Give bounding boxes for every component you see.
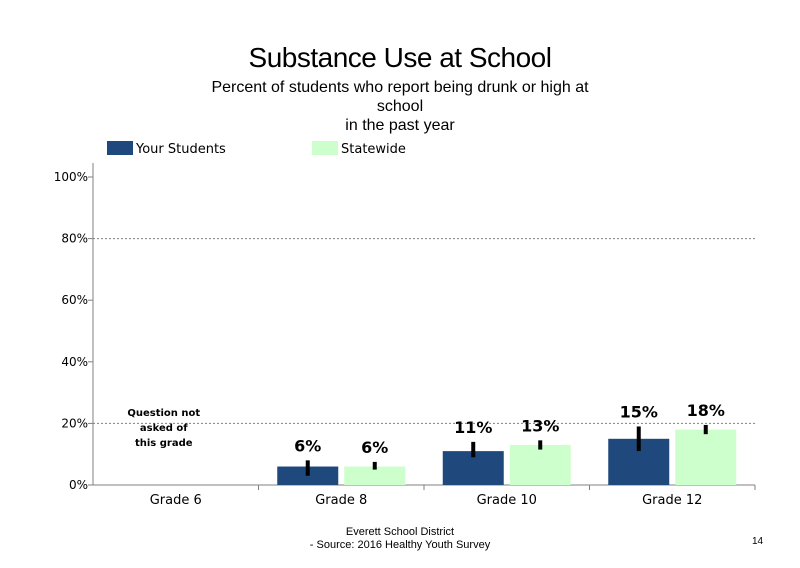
footer: Everett School District - Source: 2016 H… <box>250 526 550 552</box>
bar <box>509 444 571 485</box>
not-asked-note: Question not <box>127 408 200 419</box>
not-asked-note: asked of <box>140 423 188 434</box>
x-tick-label: Grade 10 <box>477 493 537 508</box>
x-tick-label: Grade 8 <box>315 493 367 508</box>
legend-label: Statewide <box>341 142 406 157</box>
not-asked-note: this grade <box>135 438 193 449</box>
chart-subtitle: Percent of students who report being dru… <box>200 78 600 135</box>
y-tick-label: 0% <box>69 478 88 492</box>
legend-swatch <box>107 141 133 155</box>
data-label: 15% <box>620 402 658 421</box>
subtitle-line-1: Percent of students who report being dru… <box>211 79 589 96</box>
x-tick-label: Grade 12 <box>642 493 702 508</box>
bar <box>675 429 737 485</box>
x-tick-label: Grade 6 <box>150 493 202 508</box>
y-tick-label: 100% <box>54 170 88 184</box>
subtitle-line-2: school <box>376 98 424 115</box>
subtitle-line-3: in the past year <box>345 117 455 134</box>
y-tick-label: 60% <box>61 293 88 307</box>
legend-label: Your Students <box>135 142 226 157</box>
data-label: 13% <box>521 416 559 435</box>
legend-swatch <box>312 141 338 155</box>
chart-title: Substance Use at School <box>248 42 552 73</box>
data-label: 18% <box>687 401 725 420</box>
data-label: 11% <box>454 418 492 437</box>
bar <box>344 466 406 485</box>
y-tick-label: 40% <box>61 355 88 369</box>
footer-district: Everett School District <box>345 526 455 538</box>
footer-source: - Source: 2016 Healthy Youth Survey <box>309 539 491 551</box>
y-tick-label: 20% <box>61 416 88 430</box>
data-label: 6% <box>294 436 321 455</box>
data-label: 6% <box>361 438 388 457</box>
y-tick-label: 80% <box>61 232 88 246</box>
page-number: 14 <box>752 536 764 547</box>
